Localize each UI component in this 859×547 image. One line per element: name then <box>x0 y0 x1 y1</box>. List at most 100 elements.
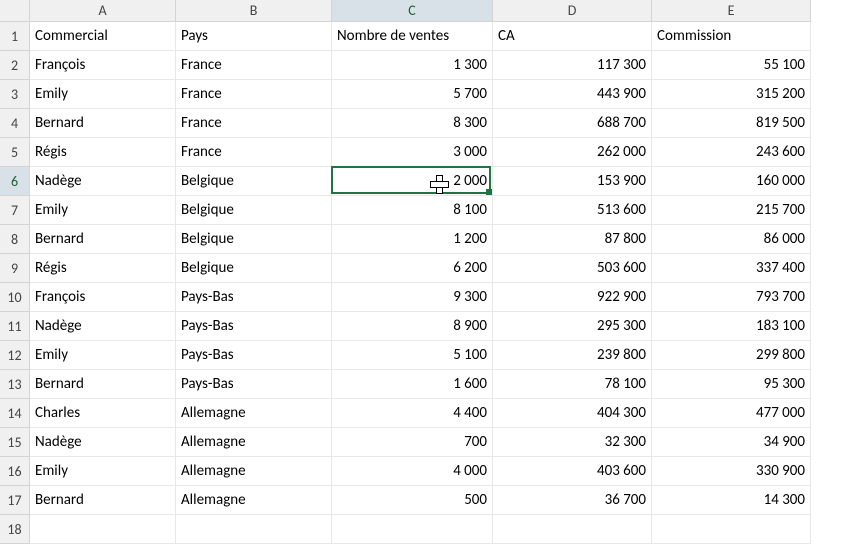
cell-A9[interactable]: Régis <box>30 254 176 283</box>
column-header-C[interactable]: C <box>332 0 493 22</box>
cell-E9[interactable]: 337 400 <box>652 254 811 283</box>
cell-E2[interactable]: 55 100 <box>652 51 811 80</box>
cell-B17[interactable]: Allemagne <box>176 486 332 515</box>
cell-C3[interactable]: 5 700 <box>332 80 493 109</box>
cell-C2[interactable]: 1 300 <box>332 51 493 80</box>
cell-D5[interactable]: 262 000 <box>493 138 652 167</box>
cell-E7[interactable]: 215 700 <box>652 196 811 225</box>
cell-B3[interactable]: France <box>176 80 332 109</box>
row-header-3[interactable]: 3 <box>0 80 30 109</box>
cell-A11[interactable]: Nadège <box>30 312 176 341</box>
spreadsheet-grid[interactable]: ABCDE1CommercialPaysNombre de ventesCACo… <box>0 0 859 544</box>
cell-B10[interactable]: Pays-Bas <box>176 283 332 312</box>
cell-A15[interactable]: Nadège <box>30 428 176 457</box>
cell-A4[interactable]: Bernard <box>30 109 176 138</box>
cell-C10[interactable]: 9 300 <box>332 283 493 312</box>
cell-D18[interactable] <box>493 515 652 544</box>
cell-B12[interactable]: Pays-Bas <box>176 341 332 370</box>
cell-A12[interactable]: Emily <box>30 341 176 370</box>
cell-B1[interactable]: Pays <box>176 22 332 51</box>
cell-E16[interactable]: 330 900 <box>652 457 811 486</box>
cell-B18[interactable] <box>176 515 332 544</box>
cell-B15[interactable]: Allemagne <box>176 428 332 457</box>
cell-B9[interactable]: Belgique <box>176 254 332 283</box>
cell-E10[interactable]: 793 700 <box>652 283 811 312</box>
cell-C7[interactable]: 8 100 <box>332 196 493 225</box>
cell-B5[interactable]: France <box>176 138 332 167</box>
row-header-11[interactable]: 11 <box>0 312 30 341</box>
cell-D14[interactable]: 404 300 <box>493 399 652 428</box>
cell-E14[interactable]: 477 000 <box>652 399 811 428</box>
cell-C12[interactable]: 5 100 <box>332 341 493 370</box>
cell-A13[interactable]: Bernard <box>30 370 176 399</box>
cell-D6[interactable]: 153 900 <box>493 167 652 196</box>
cell-B4[interactable]: France <box>176 109 332 138</box>
row-header-1[interactable]: 1 <box>0 22 30 51</box>
cell-D8[interactable]: 87 800 <box>493 225 652 254</box>
cell-E12[interactable]: 299 800 <box>652 341 811 370</box>
row-header-5[interactable]: 5 <box>0 138 30 167</box>
cell-E18[interactable] <box>652 515 811 544</box>
cell-E8[interactable]: 86 000 <box>652 225 811 254</box>
cell-D1[interactable]: CA <box>493 22 652 51</box>
cell-B11[interactable]: Pays-Bas <box>176 312 332 341</box>
cell-C9[interactable]: 6 200 <box>332 254 493 283</box>
cell-D3[interactable]: 443 900 <box>493 80 652 109</box>
cell-A7[interactable]: Emily <box>30 196 176 225</box>
row-header-6[interactable]: 6 <box>0 167 30 196</box>
row-header-12[interactable]: 12 <box>0 341 30 370</box>
cell-E17[interactable]: 14 300 <box>652 486 811 515</box>
row-header-15[interactable]: 15 <box>0 428 30 457</box>
cell-B16[interactable]: Allemagne <box>176 457 332 486</box>
row-header-9[interactable]: 9 <box>0 254 30 283</box>
cell-D15[interactable]: 32 300 <box>493 428 652 457</box>
cell-B7[interactable]: Belgique <box>176 196 332 225</box>
cell-D13[interactable]: 78 100 <box>493 370 652 399</box>
cell-A6[interactable]: Nadège <box>30 167 176 196</box>
cell-C8[interactable]: 1 200 <box>332 225 493 254</box>
cell-A16[interactable]: Emily <box>30 457 176 486</box>
cell-A1[interactable]: Commercial <box>30 22 176 51</box>
cell-E1[interactable]: Commission <box>652 22 811 51</box>
column-header-B[interactable]: B <box>176 0 332 22</box>
cell-D9[interactable]: 503 600 <box>493 254 652 283</box>
row-header-13[interactable]: 13 <box>0 370 30 399</box>
cell-D12[interactable]: 239 800 <box>493 341 652 370</box>
cell-C6[interactable]: 2 000 <box>332 167 493 196</box>
cell-A2[interactable]: François <box>30 51 176 80</box>
cell-C5[interactable]: 3 000 <box>332 138 493 167</box>
cell-E3[interactable]: 315 200 <box>652 80 811 109</box>
row-header-18[interactable]: 18 <box>0 515 30 544</box>
row-header-8[interactable]: 8 <box>0 225 30 254</box>
row-header-7[interactable]: 7 <box>0 196 30 225</box>
column-header-D[interactable]: D <box>493 0 652 22</box>
cell-B14[interactable]: Allemagne <box>176 399 332 428</box>
cell-D10[interactable]: 922 900 <box>493 283 652 312</box>
cell-E5[interactable]: 243 600 <box>652 138 811 167</box>
cell-E13[interactable]: 95 300 <box>652 370 811 399</box>
cell-C13[interactable]: 1 600 <box>332 370 493 399</box>
cell-C16[interactable]: 4 000 <box>332 457 493 486</box>
column-header-A[interactable]: A <box>30 0 176 22</box>
cell-D4[interactable]: 688 700 <box>493 109 652 138</box>
cell-C11[interactable]: 8 900 <box>332 312 493 341</box>
cell-D7[interactable]: 513 600 <box>493 196 652 225</box>
cell-C17[interactable]: 500 <box>332 486 493 515</box>
cell-C14[interactable]: 4 400 <box>332 399 493 428</box>
cell-B8[interactable]: Belgique <box>176 225 332 254</box>
cell-C18[interactable] <box>332 515 493 544</box>
cell-E4[interactable]: 819 500 <box>652 109 811 138</box>
cell-E11[interactable]: 183 100 <box>652 312 811 341</box>
cell-D2[interactable]: 117 300 <box>493 51 652 80</box>
row-header-17[interactable]: 17 <box>0 486 30 515</box>
cell-E6[interactable]: 160 000 <box>652 167 811 196</box>
cell-B6[interactable]: Belgique <box>176 167 332 196</box>
select-all-corner[interactable] <box>0 0 30 22</box>
cell-A10[interactable]: François <box>30 283 176 312</box>
cell-D11[interactable]: 295 300 <box>493 312 652 341</box>
cell-E15[interactable]: 34 900 <box>652 428 811 457</box>
row-header-14[interactable]: 14 <box>0 399 30 428</box>
row-header-4[interactable]: 4 <box>0 109 30 138</box>
cell-C4[interactable]: 8 300 <box>332 109 493 138</box>
cell-D16[interactable]: 403 600 <box>493 457 652 486</box>
